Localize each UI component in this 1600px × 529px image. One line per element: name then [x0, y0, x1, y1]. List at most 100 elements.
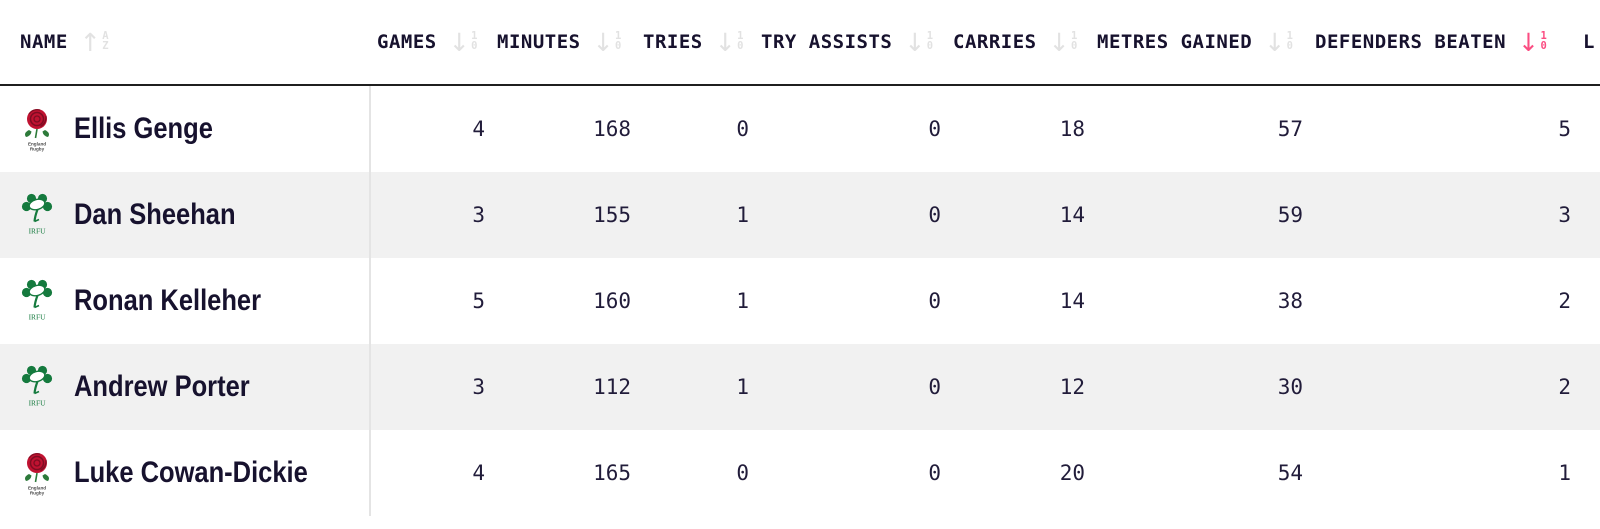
player-name-cell: IRFU Dan Sheehan [0, 172, 371, 258]
table-row[interactable]: England Rugby Ellis Genge 4 168 0 0 18 57 5 [0, 86, 1600, 172]
player-name: Luke Cowan-Dickie [74, 456, 308, 489]
sort-arrow-icon: ↓ [448, 27, 471, 57]
cell-defenders_beaten: 2 [1558, 375, 1571, 399]
cell-carries: 20 [1059, 461, 1085, 485]
cell-defenders_beaten: 2 [1558, 289, 1571, 313]
table-row[interactable]: IRFU Ronan Kelleher 5 160 1 0 14 38 2 [0, 258, 1600, 344]
sort-arrow-icon: ↓ [1048, 27, 1071, 57]
england-rugby-logo: England Rugby [20, 450, 54, 496]
player-name-cell: England Rugby Luke Cowan-Dickie [0, 430, 371, 516]
player-name: Dan Sheehan [74, 198, 236, 231]
svg-text:England: England [28, 486, 46, 491]
cell-minutes: 155 [593, 203, 631, 227]
irfu-logo: IRFU [20, 278, 54, 324]
cell-metres_gained: 30 [1277, 375, 1303, 399]
cell-minutes: 160 [593, 289, 631, 313]
column-header-label: CARRIES [953, 31, 1037, 53]
column-header-label: MINUTES [497, 31, 581, 53]
cell-games: 3 [472, 375, 485, 399]
cell-metres_gained: 57 [1277, 117, 1303, 141]
england-rose-icon: England Rugby [25, 109, 49, 152]
irfu-shamrock-icon: IRFU [21, 279, 53, 322]
column-header-label: DEFENDERS BEATEN [1315, 31, 1507, 53]
sort-arrow-icon: ↑ [79, 27, 102, 57]
england-rugby-logo: England Rugby [20, 106, 54, 152]
table-row[interactable]: England Rugby Luke Cowan-Dickie 4 165 0 0 20… [0, 430, 1600, 516]
svg-text:England: England [28, 142, 46, 147]
cell-tries: 0 [736, 461, 749, 485]
cell-minutes: 165 [593, 461, 631, 485]
cell-next_truncated [1577, 258, 1600, 344]
cell-next_truncated [1577, 344, 1600, 430]
cell-metres_gained: 38 [1277, 289, 1303, 313]
player-name: Andrew Porter [74, 370, 250, 403]
player-name: Ronan Kelleher [74, 284, 262, 317]
cell-defenders_beaten: 5 [1558, 117, 1571, 141]
sort-arrow-icon: ↓ [1264, 27, 1286, 57]
svg-text:Rugby: Rugby [30, 491, 45, 496]
cell-tries: 1 [736, 289, 749, 313]
irfu-shamrock-icon: IRFU [21, 365, 53, 408]
column-header-label: METRES GAINED [1097, 31, 1253, 53]
svg-text:IRFU: IRFU [29, 313, 47, 322]
column-header-label: GAMES [377, 31, 437, 53]
cell-defenders_beaten: 3 [1558, 203, 1571, 227]
player-name-cell: IRFU Andrew Porter [0, 344, 371, 430]
player-name-cell: IRFU Ronan Kelleher [0, 258, 371, 344]
england-rose-icon: England Rugby [25, 453, 49, 496]
cell-tries: 0 [736, 117, 749, 141]
player-name-cell: England Rugby Ellis Genge [0, 86, 371, 172]
irfu-logo: IRFU [20, 192, 54, 238]
column-header-label: TRIES [643, 31, 703, 53]
cell-next_truncated [1577, 430, 1600, 516]
cell-try_assists: 0 [928, 117, 941, 141]
cell-metres_gained: 54 [1277, 461, 1303, 485]
table-row[interactable]: IRFU Andrew Porter 3 112 1 0 12 30 2 [0, 344, 1600, 430]
cell-carries: 12 [1059, 375, 1085, 399]
cell-games: 4 [472, 461, 485, 485]
svg-text:Rugby: Rugby [30, 147, 45, 152]
column-header-next_truncated[interactable]: L [1577, 0, 1600, 84]
irfu-logo: IRFU [20, 364, 54, 410]
cell-games: 3 [472, 203, 485, 227]
table-body: England Rugby Ellis Genge 4 168 0 0 18 57 5 IR… [0, 86, 1600, 516]
cell-carries: 14 [1059, 289, 1085, 313]
cell-try_assists: 0 [928, 203, 941, 227]
column-header-label: L [1583, 31, 1595, 53]
cell-games: 5 [472, 289, 485, 313]
sort-arrow-icon: ↓ [1518, 27, 1540, 57]
table-row[interactable]: IRFU Dan Sheehan 3 155 1 0 14 59 3 [0, 172, 1600, 258]
cell-tries: 1 [736, 203, 749, 227]
cell-next_truncated [1577, 86, 1600, 172]
cell-tries: 1 [736, 375, 749, 399]
cell-try_assists: 0 [928, 289, 941, 313]
sort-arrow-icon: ↓ [714, 27, 737, 57]
cell-carries: 18 [1059, 117, 1085, 141]
cell-try_assists: 0 [928, 461, 941, 485]
irfu-shamrock-icon: IRFU [21, 193, 53, 236]
cell-metres_gained: 59 [1277, 203, 1303, 227]
